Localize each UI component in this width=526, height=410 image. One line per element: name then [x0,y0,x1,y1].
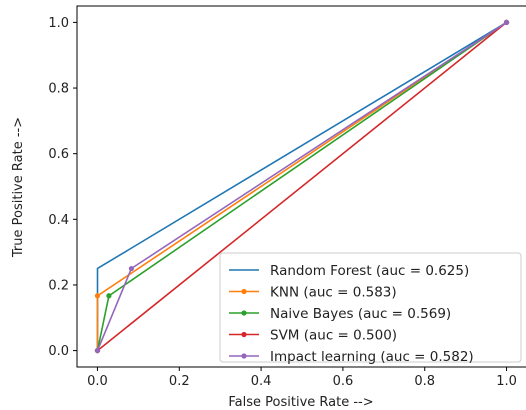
legend-label: Random Forest (auc = 0.625) [270,263,469,279]
series-point [503,19,510,26]
y-tick-label: 0.4 [48,213,69,228]
series-point [94,347,101,354]
legend-label: KNN (auc = 0.583) [270,285,397,301]
legend-marker [241,288,247,295]
x-tick-label: 0.4 [251,374,272,389]
y-tick-label: 0.8 [48,82,69,97]
series-line [96,21,508,352]
series-point [106,293,112,299]
series-point [128,265,135,272]
y-tick-label: 0.2 [48,278,69,293]
x-tick-label: 0.6 [333,374,354,389]
x-tick-label: 0.2 [169,374,190,389]
series-4 [94,19,510,354]
legend-marker [241,310,247,316]
series-point [94,293,101,299]
x-tick-label: 1.0 [496,374,517,389]
x-axis-label: False Positive Rate --> [228,395,373,410]
y-tick-label: 0.6 [48,147,69,162]
x-tick-label: 0.8 [414,374,435,389]
legend-label: SVM (auc = 0.500) [270,328,397,344]
legend-box [219,252,522,363]
y-tick-label: 0.0 [48,344,69,359]
series-layer [94,19,510,354]
y-tick-label: 1.0 [48,16,69,31]
ticks-layer: 0.0 0.2 0.4 0.6 0.8 1.0 0.0 0.2 0.4 0.6 0.8 1.0 [48,16,517,389]
legend-label: Naive Bayes (auc = 0.569) [270,306,451,322]
legend-marker [241,331,247,338]
plot-frame [76,5,526,368]
legend-label: Impact learning (auc = 0.582) [270,349,474,365]
x-tick-label: 0.0 [87,374,108,389]
legend-marker [241,353,247,359]
y-axis-label: True Positive Rate --> [11,117,26,258]
legend: Random Forest (auc = 0.625) KNN (auc = 0.… [219,252,522,365]
